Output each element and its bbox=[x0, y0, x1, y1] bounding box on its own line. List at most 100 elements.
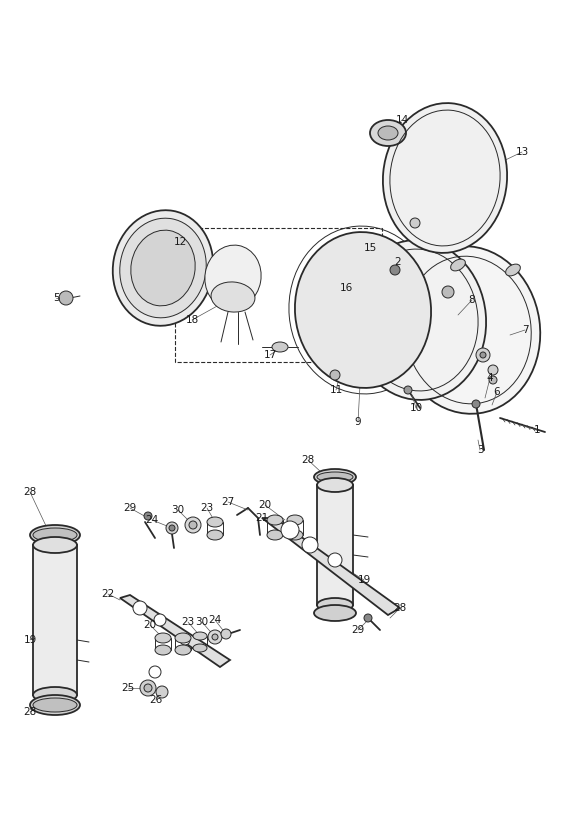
Circle shape bbox=[133, 601, 147, 615]
Text: 12: 12 bbox=[173, 237, 187, 247]
Circle shape bbox=[221, 629, 231, 639]
Ellipse shape bbox=[33, 537, 77, 553]
Circle shape bbox=[489, 376, 497, 384]
Text: 21: 21 bbox=[255, 513, 269, 523]
Ellipse shape bbox=[155, 645, 171, 655]
Text: 1: 1 bbox=[533, 425, 540, 435]
Circle shape bbox=[488, 365, 498, 375]
Text: 29: 29 bbox=[124, 503, 136, 513]
Ellipse shape bbox=[120, 218, 206, 318]
Ellipse shape bbox=[205, 245, 261, 309]
Text: 10: 10 bbox=[409, 403, 423, 413]
Circle shape bbox=[281, 521, 299, 539]
Text: 13: 13 bbox=[515, 147, 529, 157]
Circle shape bbox=[149, 666, 161, 678]
Text: 14: 14 bbox=[395, 115, 409, 125]
Ellipse shape bbox=[33, 698, 77, 712]
Text: 24: 24 bbox=[145, 515, 159, 525]
Text: 5: 5 bbox=[52, 293, 59, 303]
Circle shape bbox=[166, 522, 178, 534]
Circle shape bbox=[185, 517, 201, 533]
Ellipse shape bbox=[207, 517, 223, 527]
Text: 4: 4 bbox=[487, 373, 493, 383]
Ellipse shape bbox=[287, 530, 303, 540]
Ellipse shape bbox=[175, 633, 191, 643]
Text: 18: 18 bbox=[185, 315, 199, 325]
Text: 28: 28 bbox=[23, 707, 37, 717]
Ellipse shape bbox=[370, 120, 406, 146]
Text: 30: 30 bbox=[195, 617, 209, 627]
Text: 28: 28 bbox=[23, 487, 37, 497]
Ellipse shape bbox=[314, 605, 356, 621]
Ellipse shape bbox=[155, 633, 171, 643]
Ellipse shape bbox=[175, 645, 191, 655]
Ellipse shape bbox=[317, 478, 353, 492]
Ellipse shape bbox=[193, 644, 207, 652]
Circle shape bbox=[404, 386, 412, 394]
Ellipse shape bbox=[267, 515, 283, 525]
Circle shape bbox=[189, 521, 197, 529]
Text: 6: 6 bbox=[494, 387, 500, 397]
Text: 16: 16 bbox=[339, 283, 353, 293]
Text: 24: 24 bbox=[208, 615, 222, 625]
Circle shape bbox=[140, 680, 156, 696]
Circle shape bbox=[59, 291, 73, 305]
Text: 19: 19 bbox=[357, 575, 371, 585]
Circle shape bbox=[410, 218, 420, 228]
Circle shape bbox=[212, 634, 218, 640]
Text: 3: 3 bbox=[477, 445, 483, 455]
Bar bbox=[175, 228, 382, 362]
Text: 23: 23 bbox=[181, 617, 195, 627]
Circle shape bbox=[302, 537, 318, 553]
Ellipse shape bbox=[349, 309, 367, 323]
Text: 28: 28 bbox=[301, 455, 315, 465]
Ellipse shape bbox=[33, 687, 77, 703]
Ellipse shape bbox=[317, 472, 353, 482]
Circle shape bbox=[390, 265, 400, 275]
Circle shape bbox=[480, 352, 486, 358]
Text: 2: 2 bbox=[395, 257, 401, 267]
Ellipse shape bbox=[211, 282, 255, 312]
Circle shape bbox=[476, 348, 490, 362]
Circle shape bbox=[180, 635, 190, 645]
Ellipse shape bbox=[272, 342, 288, 352]
Text: 8: 8 bbox=[469, 295, 475, 305]
Text: 20: 20 bbox=[143, 620, 157, 630]
Circle shape bbox=[330, 370, 340, 380]
Text: 20: 20 bbox=[258, 500, 272, 510]
Text: 9: 9 bbox=[354, 417, 361, 427]
Ellipse shape bbox=[350, 240, 486, 400]
Text: 30: 30 bbox=[171, 505, 185, 515]
Ellipse shape bbox=[287, 515, 303, 525]
Ellipse shape bbox=[505, 265, 521, 276]
Text: 29: 29 bbox=[352, 625, 364, 635]
Ellipse shape bbox=[315, 297, 335, 312]
Circle shape bbox=[442, 286, 454, 298]
Bar bbox=[33, 545, 77, 695]
Text: 26: 26 bbox=[149, 695, 163, 705]
Ellipse shape bbox=[207, 530, 223, 540]
Ellipse shape bbox=[314, 469, 356, 485]
Text: 22: 22 bbox=[101, 589, 115, 599]
Ellipse shape bbox=[396, 246, 540, 414]
Circle shape bbox=[156, 686, 168, 698]
Circle shape bbox=[144, 684, 152, 692]
Text: 27: 27 bbox=[222, 497, 234, 507]
Polygon shape bbox=[120, 595, 230, 667]
Text: 11: 11 bbox=[329, 385, 343, 395]
Ellipse shape bbox=[267, 530, 283, 540]
Circle shape bbox=[208, 630, 222, 644]
Ellipse shape bbox=[30, 695, 80, 715]
Text: 19: 19 bbox=[23, 635, 37, 645]
Ellipse shape bbox=[193, 632, 207, 640]
Ellipse shape bbox=[295, 232, 431, 388]
Ellipse shape bbox=[378, 126, 398, 140]
Polygon shape bbox=[262, 518, 400, 615]
Circle shape bbox=[472, 400, 480, 408]
Circle shape bbox=[364, 614, 372, 622]
Text: 7: 7 bbox=[522, 325, 528, 335]
Text: 15: 15 bbox=[363, 243, 377, 253]
Ellipse shape bbox=[317, 598, 353, 612]
Text: 25: 25 bbox=[121, 683, 135, 693]
Ellipse shape bbox=[131, 230, 195, 306]
